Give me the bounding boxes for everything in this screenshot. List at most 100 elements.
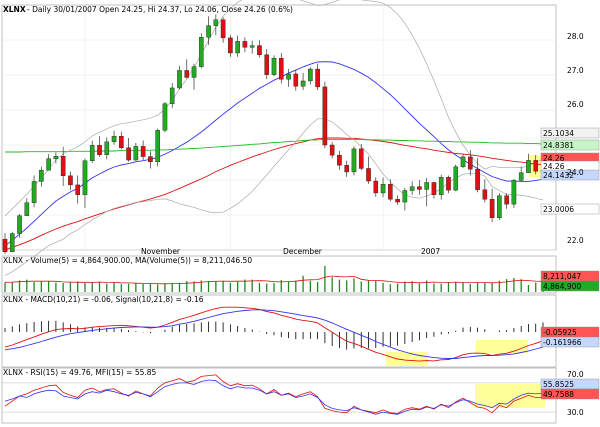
- candle-body: [417, 186, 422, 190]
- volume-tag: 8,211,047: [543, 272, 581, 281]
- price-tag: 24.26: [543, 154, 565, 163]
- price-tag: 24.1432: [543, 171, 574, 180]
- price-tag-box: [540, 139, 600, 151]
- candle-body: [228, 37, 233, 54]
- overlay-bb-upper: [4, 0, 544, 217]
- candle-body: [31, 181, 37, 203]
- volume-ma-line: [4, 275, 544, 285]
- macd-highlight-box-1: [386, 352, 428, 366]
- candle-body: [97, 145, 102, 156]
- candle-body: [39, 169, 44, 182]
- candle-body: [351, 148, 357, 173]
- volume-tag-box: [540, 280, 600, 292]
- candle-body: [68, 175, 73, 186]
- candle-body: [169, 87, 175, 104]
- candle-body: [184, 70, 190, 78]
- candle-body: [460, 156, 466, 167]
- candle-body: [526, 160, 531, 173]
- candle-body: [300, 80, 306, 87]
- candle-body: [206, 25, 211, 38]
- candle-body: [337, 154, 342, 166]
- signal-line: [4, 309, 544, 359]
- candle-body: [24, 202, 30, 216]
- candle-body: [198, 37, 204, 67]
- candle-body: [308, 68, 313, 82]
- price-tag: 24.8381: [543, 141, 574, 150]
- candle-body: [133, 146, 139, 161]
- macd-label: XLNX - MACD(10,21) = -0.06, Signal(10,21…: [3, 295, 204, 304]
- candle-body: [46, 158, 51, 171]
- candle-body: [497, 195, 502, 218]
- candle-body: [286, 73, 291, 80]
- candle-body: [453, 166, 459, 191]
- mfi-line: [4, 379, 544, 415]
- volume-tag: 4,864,900: [543, 282, 581, 291]
- candle-body: [482, 189, 488, 200]
- price-tick: 26.0: [567, 100, 584, 109]
- price-tag-box: [540, 127, 600, 139]
- candle-body: [111, 136, 117, 143]
- candle-body: [475, 168, 480, 190]
- candle-body: [82, 160, 88, 195]
- candle-body: [366, 168, 371, 182]
- price-tag: 25.1034: [543, 129, 574, 138]
- candle-body: [511, 180, 517, 205]
- candle-body: [104, 141, 110, 156]
- candle-body: [155, 130, 160, 163]
- volume-label: XLNX - Volume(5) = 4,864,900.00, MA(Volu…: [3, 256, 252, 265]
- candle-body: [315, 68, 320, 88]
- month-label: November: [141, 247, 181, 256]
- rsi-tick: 70.0: [567, 370, 584, 379]
- header-ticker: XLNX: [3, 5, 26, 14]
- candle-body: [438, 176, 444, 195]
- candle-body: [380, 183, 386, 194]
- candle-body: [322, 86, 328, 146]
- month-label: 2007: [421, 247, 440, 256]
- candle-body: [60, 155, 66, 176]
- candle-body: [467, 156, 473, 170]
- candle-body: [489, 199, 495, 218]
- candle-body: [329, 144, 335, 156]
- rsi-highlight-box: [475, 384, 545, 408]
- candle-body: [191, 66, 197, 78]
- price-tick: 27.0: [567, 66, 584, 75]
- rsi-tag: 49.7588: [543, 390, 574, 399]
- macd-tag: -0.05925: [543, 328, 577, 337]
- candle-body: [388, 183, 393, 200]
- candle-body: [53, 155, 59, 159]
- month-label: December: [283, 247, 323, 256]
- candle-body: [162, 103, 168, 131]
- candle-body: [119, 136, 124, 149]
- price-panel: [1, 4, 557, 251]
- candle-body: [402, 190, 408, 203]
- rsi-tag-box: [540, 388, 600, 400]
- candle-body: [446, 176, 451, 191]
- price-tick: 24.0: [567, 168, 584, 177]
- price-tick: 22.0: [567, 236, 584, 245]
- candle-body: [140, 146, 146, 157]
- candle-body: [533, 160, 539, 172]
- candle-body: [89, 145, 95, 161]
- macd-highlight-box-2: [476, 340, 528, 353]
- candle-body: [271, 58, 277, 75]
- candle-body: [126, 147, 131, 161]
- price-tag-box: [540, 169, 600, 181]
- candle-body: [257, 45, 262, 55]
- candle-body: [431, 182, 437, 195]
- candle-body: [504, 195, 509, 205]
- candle-body: [409, 186, 415, 191]
- candle-body: [264, 54, 270, 75]
- header-quote: - Daily 30/01/2007 Open 24.25, Hi 24.37,…: [27, 5, 293, 14]
- price-tag: 24.26: [543, 162, 565, 171]
- overlay-bb-lower: [4, 118, 544, 276]
- price-tick: 28.0: [567, 32, 584, 41]
- candle-body: [242, 41, 248, 48]
- candle-body: [2, 238, 8, 252]
- macd-tag-box: [540, 336, 600, 348]
- overlay-ma200: [5, 138, 544, 153]
- macd-tag: -0.161966: [543, 338, 582, 347]
- candle-body: [75, 184, 81, 195]
- overlay-ma50: [4, 137, 544, 251]
